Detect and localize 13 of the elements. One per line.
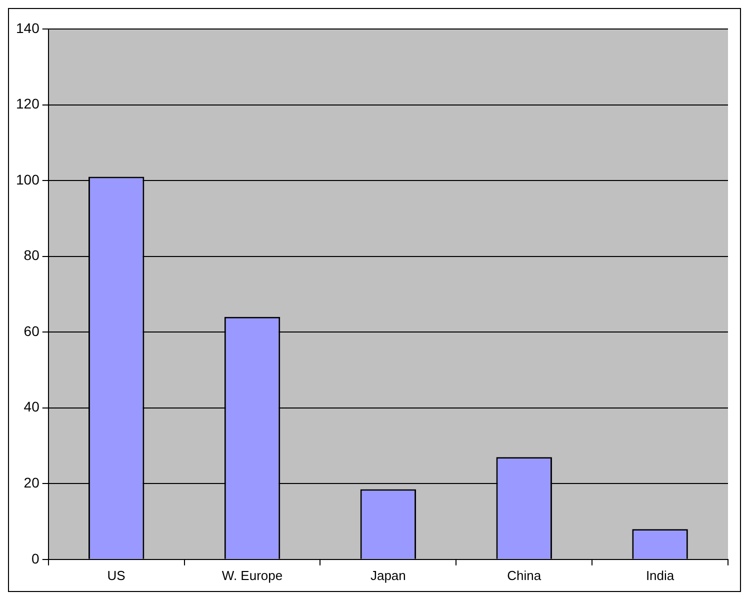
y-tick-label: 100 (16, 171, 40, 188)
x-tick-label: W. Europe (222, 568, 283, 583)
y-tick-label: 140 (16, 20, 40, 36)
y-tick-label: 80 (24, 247, 40, 264)
x-tick-label: India (646, 568, 675, 583)
x-tick-label: Japan (370, 568, 406, 583)
x-tick-label: US (107, 568, 126, 583)
y-tick-label: 60 (24, 322, 40, 339)
y-tick-label: 40 (24, 398, 40, 415)
y-tick-label: 20 (24, 474, 40, 490)
x-tick-label: China (507, 568, 542, 583)
y-tick-label: 120 (16, 96, 40, 112)
y-tick-label: 0 (32, 550, 40, 566)
